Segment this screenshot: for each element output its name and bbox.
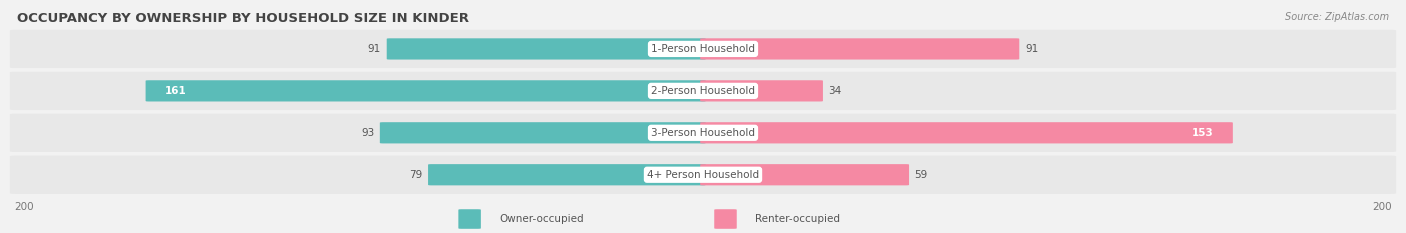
FancyBboxPatch shape [700,122,1233,144]
Text: 93: 93 [361,128,374,138]
FancyBboxPatch shape [10,72,1396,110]
Text: 2-Person Household: 2-Person Household [651,86,755,96]
FancyBboxPatch shape [714,209,737,229]
FancyBboxPatch shape [427,164,706,185]
FancyBboxPatch shape [10,30,1396,68]
FancyBboxPatch shape [146,80,706,102]
Text: 91: 91 [368,44,381,54]
Text: 1-Person Household: 1-Person Household [651,44,755,54]
Text: Renter-occupied: Renter-occupied [755,214,839,224]
Text: 34: 34 [828,86,842,96]
Text: OCCUPANCY BY OWNERSHIP BY HOUSEHOLD SIZE IN KINDER: OCCUPANCY BY OWNERSHIP BY HOUSEHOLD SIZE… [17,12,468,25]
Text: 153: 153 [1191,128,1213,138]
FancyBboxPatch shape [380,122,706,144]
FancyBboxPatch shape [700,164,910,185]
Text: 59: 59 [915,170,928,180]
Text: 200: 200 [1372,202,1392,212]
Text: 200: 200 [14,202,34,212]
FancyBboxPatch shape [700,80,823,102]
Text: 4+ Person Household: 4+ Person Household [647,170,759,180]
Text: Owner-occupied: Owner-occupied [499,214,583,224]
Text: 91: 91 [1025,44,1038,54]
FancyBboxPatch shape [700,38,1019,60]
Text: 161: 161 [166,86,187,96]
FancyBboxPatch shape [10,156,1396,194]
FancyBboxPatch shape [387,38,706,60]
FancyBboxPatch shape [10,114,1396,152]
Text: 79: 79 [409,170,422,180]
Text: Source: ZipAtlas.com: Source: ZipAtlas.com [1285,12,1389,22]
FancyBboxPatch shape [458,209,481,229]
Text: 3-Person Household: 3-Person Household [651,128,755,138]
